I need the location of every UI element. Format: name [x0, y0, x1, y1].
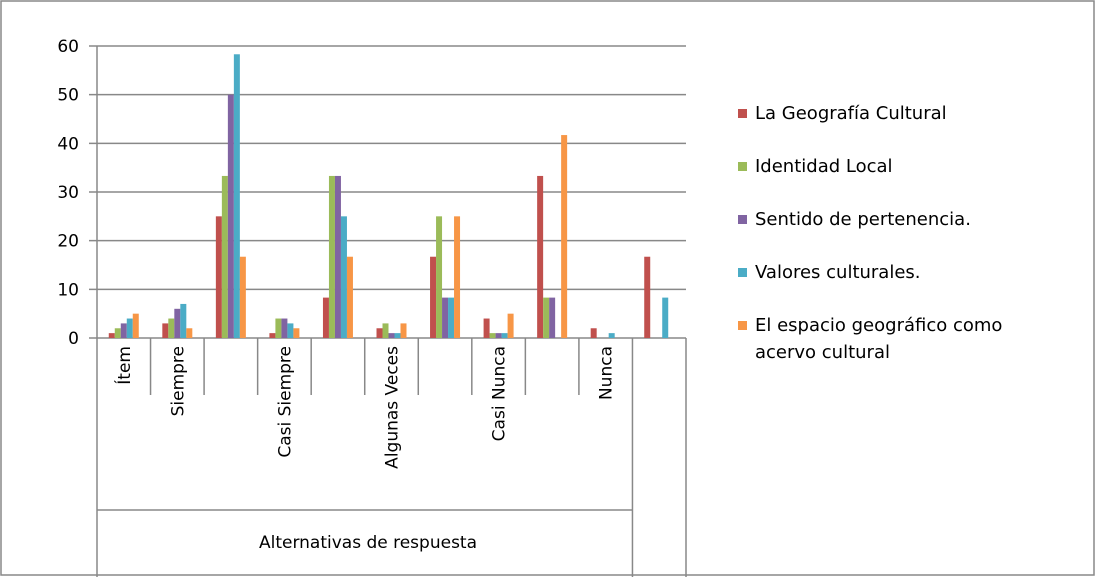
- bar: [227, 94, 234, 339]
- legend-label: Sentido de pertenencia.: [755, 209, 971, 230]
- bar: [394, 333, 401, 338]
- bar: [120, 323, 127, 338]
- bar: [495, 333, 502, 338]
- bar: [168, 318, 175, 338]
- legend-swatch: [738, 215, 747, 224]
- bar: [543, 297, 550, 338]
- y-tick-label: 10: [57, 280, 79, 300]
- bar: [293, 328, 300, 338]
- bar: [549, 297, 556, 338]
- x-tick-label: Nunca: [597, 346, 617, 400]
- bar: [507, 313, 514, 338]
- legend-item: Sentido de pertenencia.: [738, 206, 1088, 233]
- y-tick-label: 20: [57, 232, 79, 252]
- bar: [400, 323, 407, 338]
- bar: [287, 323, 294, 338]
- bar: [162, 323, 169, 338]
- bar: [346, 256, 353, 338]
- bar: [180, 303, 187, 338]
- bar: [388, 333, 395, 338]
- bar: [436, 216, 443, 338]
- bar: [215, 216, 222, 338]
- y-tick-label: 50: [57, 86, 79, 106]
- legend-swatch: [738, 162, 747, 171]
- bar: [108, 333, 115, 338]
- legend-item: La Geografía Cultural: [738, 100, 1088, 127]
- legend-swatch: [738, 109, 747, 118]
- bar: [275, 318, 282, 338]
- bar: [269, 333, 276, 338]
- legend-item: El espacio geográfico como acervo cultur…: [738, 312, 1088, 366]
- legend-label: El espacio geográfico como acervo cultur…: [755, 315, 1003, 363]
- x-tick-label: Siempre: [168, 346, 188, 416]
- bar: [448, 297, 455, 338]
- legend-label: La Geografía Cultural: [755, 103, 947, 124]
- legend-swatch: [738, 268, 747, 277]
- bar: [662, 297, 669, 338]
- bar: [174, 308, 181, 338]
- legend-item: Valores culturales.: [738, 259, 1088, 286]
- bar: [561, 135, 568, 338]
- bar: [221, 175, 228, 338]
- legend-swatch: [738, 321, 747, 330]
- bar: [239, 256, 246, 338]
- bar: [322, 297, 329, 338]
- bar: [608, 333, 615, 338]
- bar: [483, 318, 490, 338]
- x-tick-label: Ítem: [113, 346, 135, 385]
- bar: [334, 175, 341, 338]
- bar: [132, 313, 139, 338]
- legend-label: Valores culturales.: [755, 262, 921, 283]
- bar: [340, 216, 347, 338]
- bar: [590, 328, 597, 338]
- bar: [376, 328, 383, 338]
- y-tick-label: 0: [68, 329, 79, 349]
- x-tick-label: Casi Nunca: [490, 346, 510, 441]
- legend-label: Identidad Local: [755, 156, 893, 177]
- bar: [489, 333, 496, 338]
- y-tick-label: 40: [57, 134, 79, 154]
- legend-item: Identidad Local: [738, 153, 1088, 180]
- x-tick-label: Casi Siempre: [275, 346, 295, 458]
- bar: [114, 328, 121, 338]
- bar: [126, 318, 133, 338]
- bar: [328, 175, 335, 338]
- legend: La Geografía Cultural Identidad Local Sent…: [738, 100, 1088, 392]
- bar: [442, 297, 449, 338]
- bar: [454, 216, 461, 338]
- x-tick-label: Algunas Veces: [383, 346, 403, 469]
- bar: [382, 323, 389, 338]
- bar: [537, 175, 544, 338]
- y-tick-label: 30: [57, 183, 79, 203]
- x-group-label: Alternativas de respuesta: [259, 533, 477, 553]
- bar: [186, 328, 193, 338]
- bar: [430, 256, 437, 338]
- bar: [281, 318, 288, 338]
- bar: [233, 54, 240, 338]
- bar: [644, 256, 651, 338]
- bar: [501, 333, 508, 338]
- y-tick-label: 60: [57, 37, 79, 57]
